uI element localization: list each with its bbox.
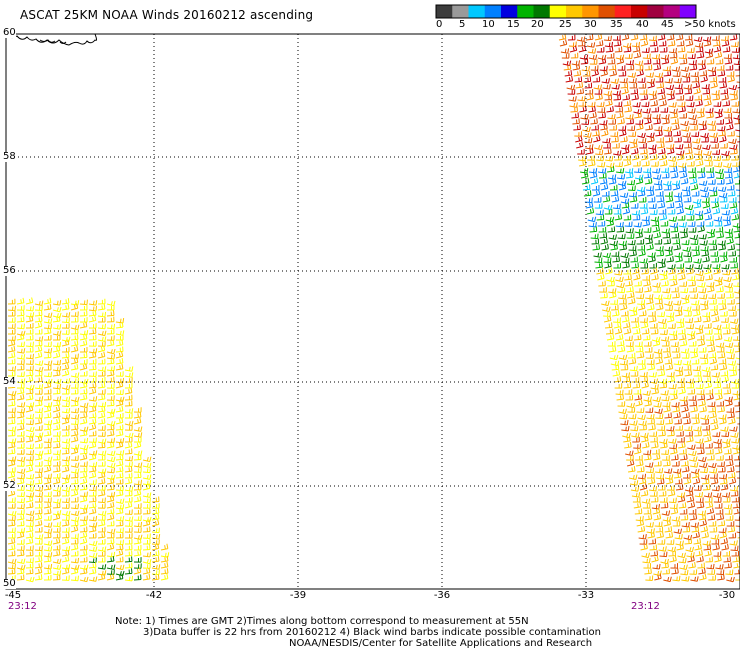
pass-time-left: 23:12 [8,601,37,612]
lon-label-36: -36 [433,590,451,601]
legend-label-25: 25 [559,19,572,30]
legend-swatch [679,5,697,18]
legend-swatch [631,5,648,18]
legend-label-50: >50 knots [684,19,736,30]
lon-label-45: -45 [4,590,22,601]
legend-swatch [452,5,469,18]
lat-label-52: 52 [3,480,16,491]
legend-swatch [549,5,567,18]
legend-label-10: 10 [482,19,495,30]
legend-swatch [517,5,534,18]
note-line-2: 3)Data buffer is 22 hrs from 20160212 4)… [143,627,601,638]
legend-label-15: 15 [507,19,520,30]
pass-time-right: 23:12 [631,601,660,612]
legend-swatch [468,5,486,18]
legend-swatch [582,5,599,18]
legend-frame [435,4,697,19]
legend-label-0: 0 [436,19,443,30]
legend-swatch [436,5,453,18]
note-line-1: Note: 1) Times are GMT 2)Times along bot… [115,616,529,627]
lon-label-42: -42 [145,590,163,601]
legend-swatch [501,5,518,18]
lat-label-56: 56 [3,265,16,276]
map-frame [5,33,740,590]
legend-label-35: 35 [610,19,623,30]
wind-barb-field [7,33,740,583]
legend-swatch [533,5,551,18]
legend-swatch [484,5,502,18]
lat-label-58: 58 [3,151,16,162]
legend-swatch [647,5,664,18]
legend-label-5: 5 [459,19,466,30]
lat-lon-grid [6,34,740,589]
legend-label-40: 40 [636,19,649,30]
lon-label-30: -30 [718,590,736,601]
legend-swatch [598,5,616,18]
legend-swatch [663,5,681,18]
legend-label-30: 30 [584,19,597,30]
legend-label-20: 20 [531,19,544,30]
lat-label-54: 54 [3,376,16,387]
legend-label-45: 45 [661,19,674,30]
lat-label-50: 50 [3,578,16,589]
lat-label-60: 60 [3,27,16,38]
lon-label-33: -33 [577,590,595,601]
greenland-coastline [4,33,97,46]
legend-swatch [614,5,632,18]
map-title: ASCAT 25KM NOAA Winds 20160212 ascending [20,8,314,22]
legend-swatch [566,5,583,18]
wind-speed-legend [435,4,697,19]
note-line-3: NOAA/NESDIS/Center for Satellite Applica… [289,638,593,649]
lon-label-39: -39 [289,590,307,601]
